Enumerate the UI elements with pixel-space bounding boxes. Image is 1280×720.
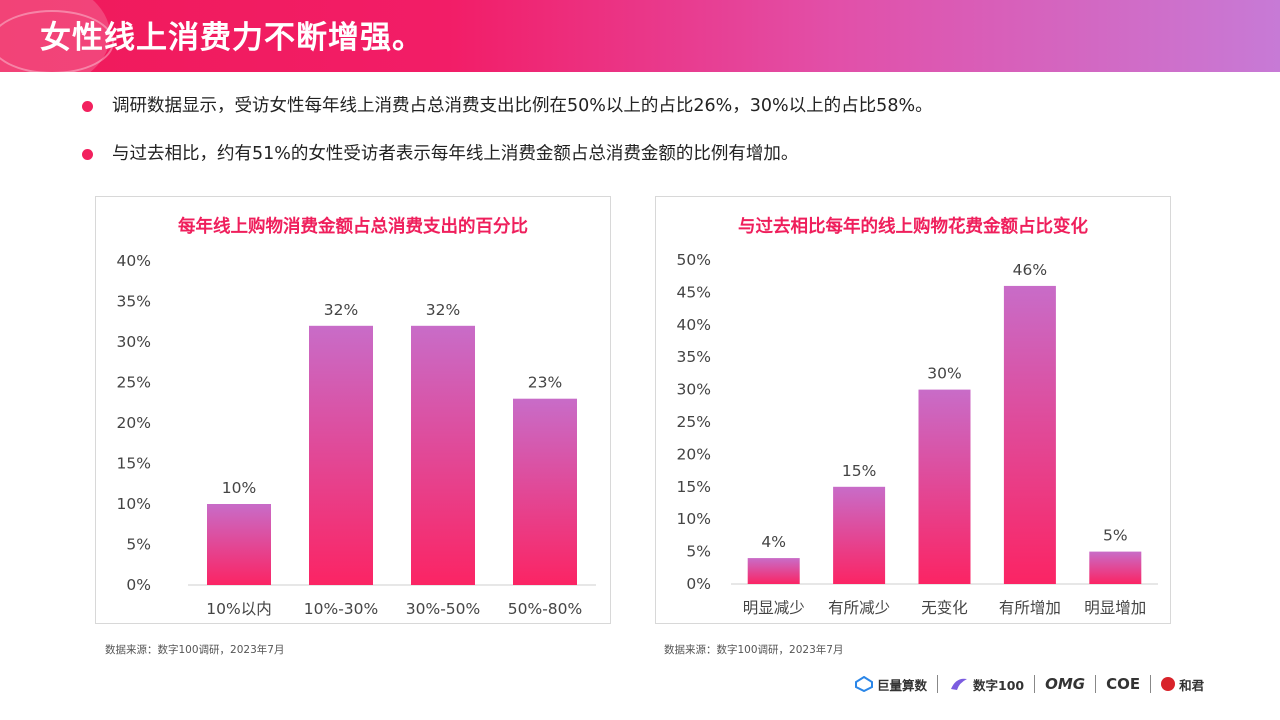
- logo-text: 巨量算数: [877, 677, 928, 693]
- data-label: 46%: [1013, 261, 1047, 279]
- y-tick-label: 30%: [677, 381, 711, 399]
- divider: [937, 675, 939, 693]
- bar: [309, 325, 373, 585]
- y-tick-label: 10%: [117, 495, 151, 513]
- logo-omg: OMG: [1045, 675, 1086, 693]
- data-label: 4%: [761, 533, 786, 551]
- bar: [918, 389, 971, 584]
- bar: [1089, 551, 1142, 584]
- juliang-logo-icon: [855, 676, 873, 692]
- y-tick-label: 45%: [677, 283, 711, 301]
- logo-coe: COE: [1106, 675, 1141, 693]
- y-tick-label: 0%: [126, 576, 151, 594]
- x-tick-label: 明显减少: [743, 599, 805, 617]
- y-tick-label: 5%: [126, 536, 151, 554]
- y-tick-label: 10%: [677, 510, 711, 528]
- chart-title: 每年线上购物消费金额占总消费支出的百分比: [178, 217, 528, 237]
- data-label: 30%: [927, 365, 961, 383]
- x-tick-label: 10%以内: [206, 600, 271, 618]
- shuzi100-logo-icon: [951, 678, 968, 690]
- bullet-dot-icon: [82, 101, 93, 112]
- bar: [513, 398, 577, 585]
- chart-panel-spending-change: 与过去相比每年的线上购物花费金额占比变化 0% 5% 10% 15% 20% 25% 30%…: [655, 196, 1171, 624]
- logo-hejun: 和君: [1161, 675, 1204, 694]
- x-tick-label: 30%-50%: [406, 600, 481, 618]
- y-tick-label: 35%: [677, 348, 711, 366]
- y-tick-label: 50%: [677, 251, 711, 269]
- bar: [207, 504, 271, 585]
- y-tick-label: 15%: [677, 478, 711, 496]
- y-tick-label: 20%: [677, 445, 711, 463]
- bullet-item: 调研数据显示，受访女性每年线上消费占总消费支出比例在50%以上的占比26%，30…: [82, 93, 933, 141]
- bullet-text: 调研数据显示，受访女性每年线上消费占总消费支出比例在50%以上的占比26%，30…: [112, 96, 933, 116]
- bar-chart-spending-change: 0% 5% 10% 15% 20% 25% 30% 35% 40% 45% 50% 4% 明显减少 15%…: [677, 251, 1158, 617]
- chart-panel-online-spending-share: 每年线上购物消费金额占总消费支出的百分比 0% 5% 10% 15% 20% 25% 30%…: [95, 196, 611, 624]
- bullet-dot-icon: [82, 149, 93, 160]
- x-tick-label: 10%-30%: [304, 600, 379, 618]
- hejun-seal-icon: [1161, 677, 1176, 691]
- y-tick-label: 25%: [677, 413, 711, 431]
- y-tick-label: 35%: [117, 293, 151, 311]
- bar-chart-online-spending-share: 0% 5% 10% 15% 20% 25% 30% 35% 40% 10% 10%以内 32% 10%-…: [117, 252, 596, 618]
- data-source-note: 数据来源：数字100调研，2023年7月: [664, 644, 844, 656]
- x-tick-label: 50%-80%: [508, 600, 583, 618]
- divider: [1095, 675, 1097, 693]
- chart-title: 与过去相比每年的线上购物花费金额占比变化: [738, 217, 1088, 237]
- divider: [1150, 675, 1152, 693]
- page-title: 女性线上消费力不断增强。: [40, 20, 424, 56]
- logo-shuzi100: 数字100: [948, 675, 1024, 694]
- y-tick-label: 15%: [117, 455, 151, 473]
- header-banner: 女性线上消费力不断增强。: [0, 0, 1280, 72]
- data-label: 23%: [528, 374, 562, 392]
- bar: [411, 325, 475, 585]
- bar: [747, 558, 800, 584]
- x-tick-label: 明显增加: [1084, 599, 1146, 617]
- logo-text: 和君: [1179, 677, 1205, 693]
- footer-logos: 巨量算数 数字100 OMG COE 和君: [855, 670, 1235, 698]
- bar: [1003, 285, 1056, 584]
- logo-juliang: 巨量算数: [855, 675, 927, 694]
- data-label: 15%: [842, 462, 876, 480]
- data-label: 32%: [426, 301, 460, 319]
- data-label: 10%: [222, 479, 256, 497]
- y-tick-label: 30%: [117, 333, 151, 351]
- data-label: 32%: [324, 301, 358, 319]
- y-tick-label: 40%: [117, 252, 151, 270]
- divider: [1034, 675, 1036, 693]
- x-tick-label: 有所减少: [828, 599, 890, 617]
- y-tick-label: 0%: [686, 575, 711, 593]
- logo-text: 数字100: [973, 677, 1025, 693]
- y-tick-label: 40%: [677, 316, 711, 334]
- y-tick-label: 20%: [117, 414, 151, 432]
- data-source-note: 数据来源：数字100调研，2023年7月: [105, 644, 285, 656]
- x-tick-label: 无变化: [921, 599, 968, 617]
- bullet-item: 与过去相比，约有51%的女性受访者表示每年线上消费金额占总消费金额的比例有增加。: [82, 141, 933, 189]
- y-tick-label: 25%: [117, 374, 151, 392]
- bullet-list: 调研数据显示，受访女性每年线上消费占总消费支出比例在50%以上的占比26%，30…: [82, 93, 933, 189]
- data-label: 5%: [1103, 527, 1128, 545]
- bullet-text: 与过去相比，约有51%的女性受访者表示每年线上消费金额占总消费金额的比例有增加。: [112, 144, 799, 164]
- header-decoration-ring: [0, 10, 114, 72]
- bar: [833, 486, 886, 584]
- y-tick-label: 5%: [686, 543, 711, 561]
- x-tick-label: 有所增加: [999, 599, 1061, 617]
